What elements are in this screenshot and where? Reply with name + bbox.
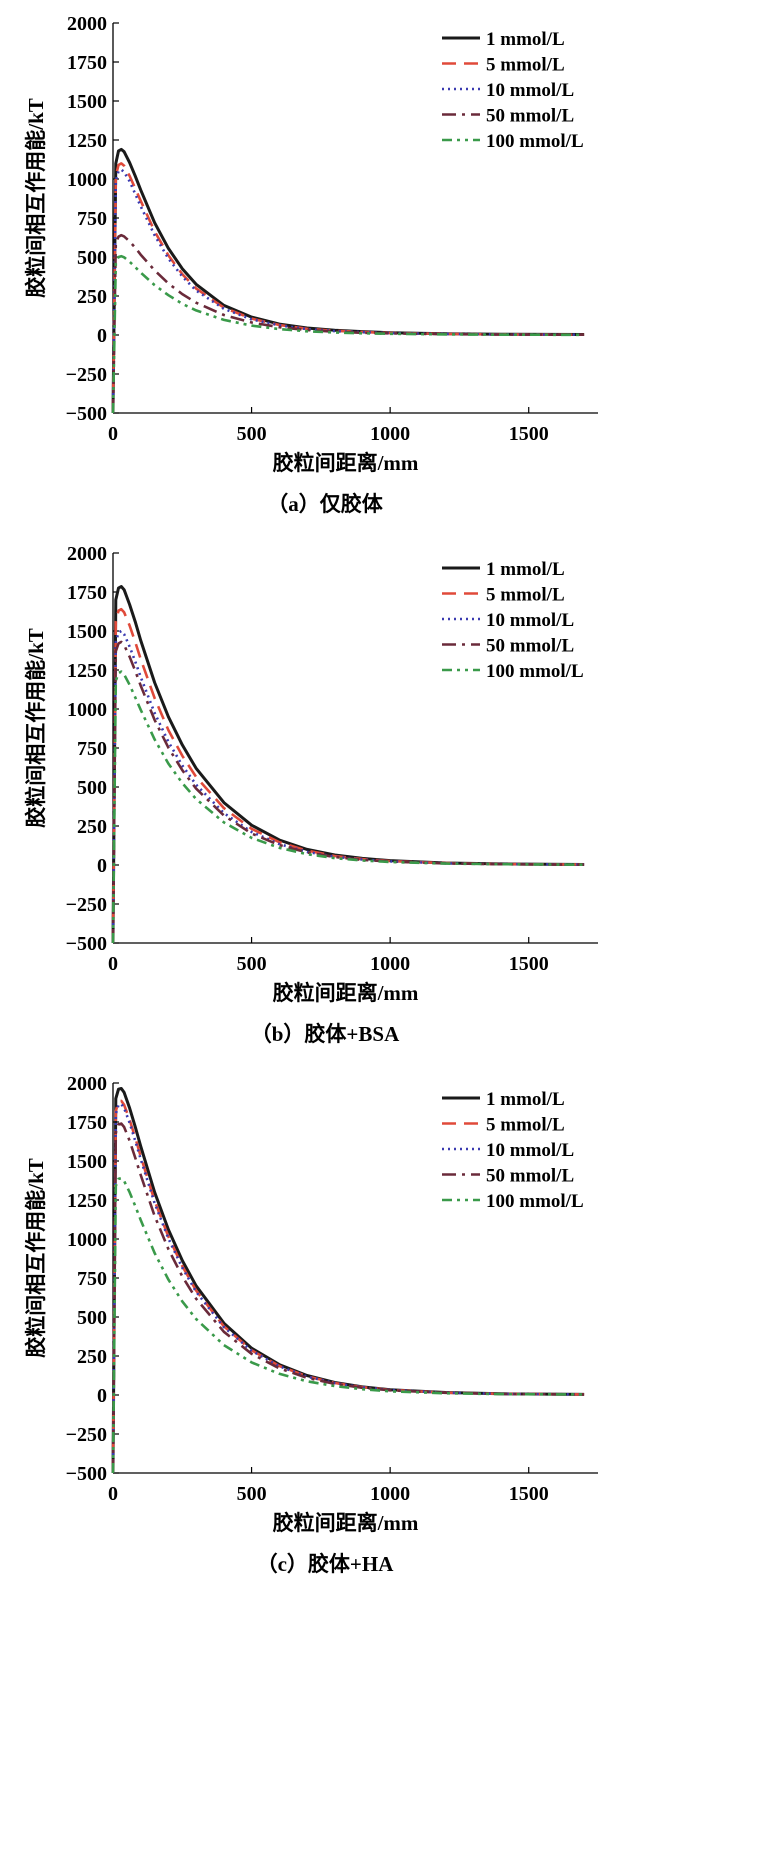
- series-line: [111, 233, 585, 414]
- y-tick-label: 250: [77, 286, 107, 308]
- y-axis-title: 胶粒间相互作用能/kT: [24, 628, 48, 828]
- x-axis-title: 胶粒间距离/mm: [273, 451, 419, 475]
- y-tick-label: 250: [77, 816, 107, 838]
- legend-label: 5 mmol/L: [486, 585, 565, 606]
- legend-label: 10 mmol/L: [486, 1140, 574, 1161]
- series-line: [111, 1122, 585, 1474]
- x-tick-label: 1000: [370, 953, 410, 975]
- y-tick-label: 750: [77, 208, 107, 230]
- chart-panel-a: −500 −250 0 250 500 750 1000 1250 1500 1750 2000 0 5…: [0, 0, 650, 530]
- line-chart-b: −500 −250 0 250 500 750 1000 1250 1500 1750 2000 0 5…: [24, 543, 598, 1005]
- series-line: [111, 254, 585, 414]
- y-tick-label: 250: [77, 1346, 107, 1368]
- x-tick-label: 500: [237, 1483, 267, 1505]
- legend-label: 100 mmol/L: [486, 1191, 584, 1212]
- series-line: [111, 1102, 585, 1474]
- y-tick-label: −250: [66, 1424, 107, 1446]
- legend-label: 10 mmol/L: [486, 80, 574, 101]
- series-line: [111, 168, 585, 414]
- y-tick-label: −250: [66, 894, 107, 916]
- chart-panel-c: −500 −250 0 250 500 750 1000 1250 1500 1750 2000 0 5…: [0, 1060, 650, 1852]
- legend-label: 50 mmol/L: [486, 1166, 574, 1187]
- y-tick-label: 0: [97, 1385, 107, 1407]
- x-axis-title: 胶粒间距离/mm: [273, 981, 419, 1005]
- y-tick-label: 1000: [67, 1229, 107, 1251]
- y-tick-label: −500: [66, 933, 107, 955]
- legend-label: 10 mmol/L: [486, 610, 574, 631]
- y-axis-title: 胶粒间相互作用能/kT: [24, 1158, 48, 1358]
- x-tick-label: 500: [237, 953, 267, 975]
- y-tick-label: 2000: [67, 13, 107, 35]
- y-tick-label: 500: [77, 247, 107, 269]
- legend-label: 5 mmol/L: [486, 55, 565, 76]
- x-tick-label: 500: [237, 423, 267, 445]
- line-chart-c: −500 −250 0 250 500 750 1000 1250 1500 1750 2000 0 5…: [24, 1073, 598, 1535]
- legend-label: 100 mmol/L: [486, 661, 584, 682]
- line-chart-a: −500 −250 0 250 500 750 1000 1250 1500 1750 2000 0 5…: [24, 13, 598, 475]
- y-tick-label: 1500: [67, 1151, 107, 1173]
- y-tick-label: −250: [66, 364, 107, 386]
- y-tick-label: 2000: [67, 1073, 107, 1095]
- x-axis-title: 胶粒间距离/mm: [273, 1511, 419, 1535]
- x-tick-label: 1000: [370, 1483, 410, 1505]
- y-tick-label: 0: [97, 855, 107, 877]
- y-tick-label: 0: [97, 325, 107, 347]
- y-tick-label: 500: [77, 1307, 107, 1329]
- y-tick-label: 2000: [67, 543, 107, 565]
- x-tick-label: 1500: [509, 423, 549, 445]
- y-tick-label: 750: [77, 1268, 107, 1290]
- series-line: [111, 1176, 585, 1474]
- y-tick-label: 1000: [67, 699, 107, 721]
- x-tick-label: 0: [108, 423, 118, 445]
- y-axis-title: 胶粒间相互作用能/kT: [24, 98, 48, 298]
- x-tick-label: 1000: [370, 423, 410, 445]
- series-line: [111, 670, 585, 944]
- y-tick-label: 1000: [67, 169, 107, 191]
- chart-caption: （a）仅胶体: [267, 492, 383, 516]
- y-tick-label: 500: [77, 777, 107, 799]
- y-tick-label: 1250: [67, 1190, 107, 1212]
- y-tick-label: 1750: [67, 52, 107, 74]
- legend-label: 50 mmol/L: [486, 636, 574, 657]
- y-tick-label: −500: [66, 1463, 107, 1485]
- series-line: [111, 629, 585, 944]
- x-tick-label: 0: [108, 953, 118, 975]
- series-line: [111, 640, 585, 944]
- legend-label: 5 mmol/L: [486, 1115, 565, 1136]
- y-tick-label: 1750: [67, 1112, 107, 1134]
- y-tick-label: −500: [66, 403, 107, 425]
- legend-label: 50 mmol/L: [486, 106, 574, 127]
- chart-caption: （c）胶体+HA: [256, 1552, 394, 1576]
- y-tick-label: 1500: [67, 91, 107, 113]
- series-line: [111, 607, 585, 944]
- y-tick-label: 1750: [67, 582, 107, 604]
- series-line: [111, 162, 585, 414]
- series-line: [111, 147, 585, 414]
- y-tick-label: 1250: [67, 660, 107, 682]
- chart-panel-b: −500 −250 0 250 500 750 1000 1250 1500 1750 2000 0 5…: [0, 530, 650, 1060]
- y-tick-label: 1250: [67, 130, 107, 152]
- legend-label: 1 mmol/L: [486, 29, 565, 50]
- x-tick-label: 1500: [509, 1483, 549, 1505]
- legend-label: 1 mmol/L: [486, 1089, 565, 1110]
- y-tick-label: 750: [77, 738, 107, 760]
- x-tick-label: 0: [108, 1483, 118, 1505]
- y-tick-label: 1500: [67, 621, 107, 643]
- x-tick-label: 1500: [509, 953, 549, 975]
- legend-label: 100 mmol/L: [486, 131, 584, 152]
- legend-label: 1 mmol/L: [486, 559, 565, 580]
- chart-caption: （b）胶体+BSA: [250, 1022, 400, 1046]
